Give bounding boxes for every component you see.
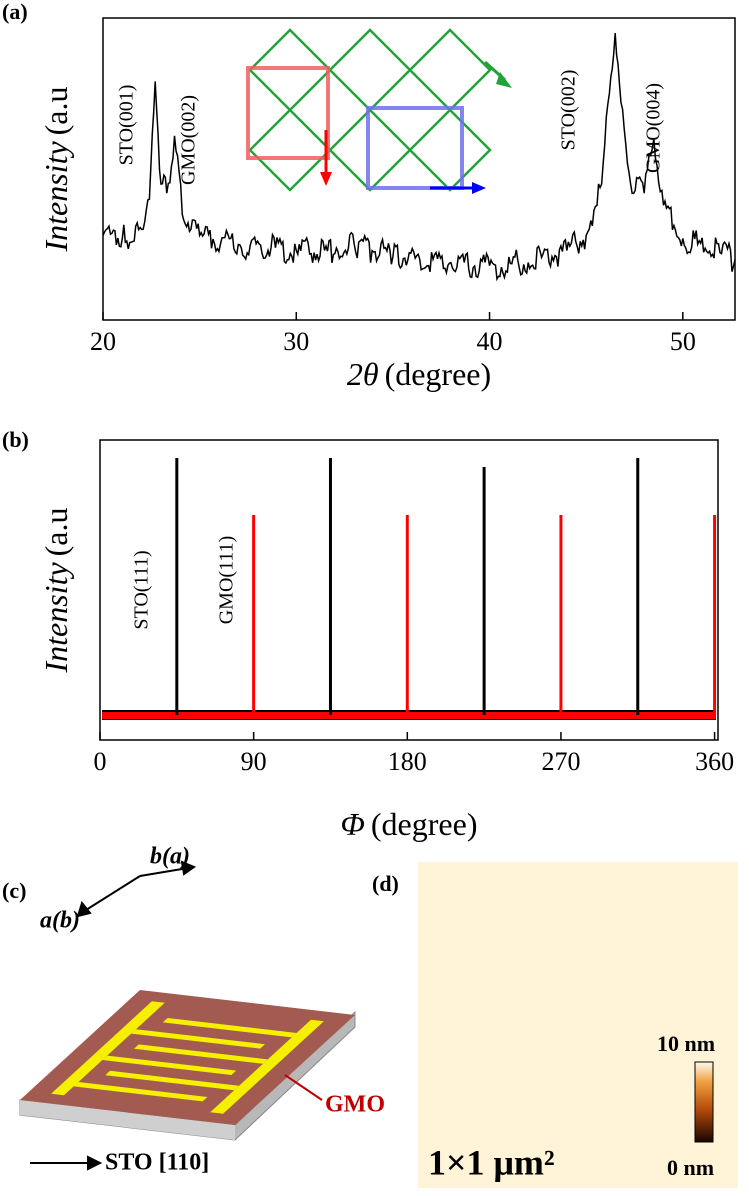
x-tick-label: 90 bbox=[241, 747, 267, 776]
scale-max: 10 nm bbox=[657, 1031, 715, 1056]
x-tick-label: 360 bbox=[695, 747, 734, 776]
label-part: (degree) bbox=[371, 806, 478, 842]
annotation: STO(001) bbox=[116, 85, 138, 166]
label-part: (a.u bbox=[38, 86, 74, 135]
x-tick-label: 0 bbox=[94, 747, 107, 776]
device-schematic bbox=[19, 860, 356, 1171]
label-part: (a.u bbox=[38, 507, 74, 556]
y-axis-label: Intensity (a.u bbox=[38, 507, 74, 673]
panel-label: (a) bbox=[2, 0, 28, 24]
film-label: GMO bbox=[325, 1092, 385, 1118]
scan-size: 1×1 μm² bbox=[428, 1142, 555, 1182]
axis-label: b(a) bbox=[150, 844, 190, 870]
x-tick-label: 270 bbox=[541, 747, 580, 776]
label-part: Intensity bbox=[38, 562, 74, 674]
substrate-label: STO [110] bbox=[105, 1150, 209, 1176]
plot-frame bbox=[102, 17, 736, 321]
panel-label: (d) bbox=[372, 871, 399, 896]
x-tick-label: 180 bbox=[388, 747, 427, 776]
label-part: Intensity bbox=[38, 141, 74, 253]
line-series bbox=[102, 33, 736, 282]
x-tick-label: 40 bbox=[477, 327, 503, 356]
y-axis-label: Intensity (a.u bbox=[38, 86, 74, 252]
plot-frame bbox=[99, 439, 719, 741]
x-axis-label: Φ (degree) bbox=[341, 806, 478, 842]
label-part: (degree) bbox=[385, 356, 492, 392]
x-axis-label: 2θ (degree) bbox=[347, 356, 491, 392]
axis-label: a(b) bbox=[40, 908, 80, 934]
series-label: GMO(111) bbox=[216, 536, 238, 625]
annotation: GMO(004) bbox=[643, 83, 665, 173]
scale-min: 0 nm bbox=[667, 1155, 714, 1180]
x-tick-label: 50 bbox=[670, 327, 696, 356]
panel-label: (c) bbox=[2, 878, 26, 903]
label-part: 2θ bbox=[347, 356, 379, 392]
label-part: Φ bbox=[341, 806, 365, 842]
annotation: GMO(002) bbox=[178, 95, 200, 185]
afm-image bbox=[418, 862, 738, 1188]
x-tick-label: 20 bbox=[90, 327, 116, 356]
series-label: STO(111) bbox=[131, 550, 153, 629]
annotation: STO(002) bbox=[558, 70, 580, 151]
x-tick-label: 30 bbox=[283, 327, 309, 356]
panel-label: (b) bbox=[2, 427, 29, 452]
lattice-inset bbox=[246, 28, 512, 194]
noise-band bbox=[102, 712, 716, 719]
